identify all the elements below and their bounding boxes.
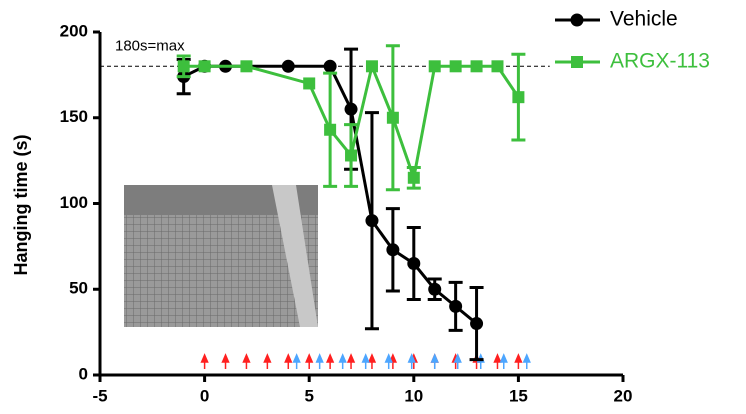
- marker: [324, 123, 337, 136]
- y-tick-label: 150: [60, 107, 88, 126]
- dose-arrow: [493, 353, 502, 369]
- legend-marker: [571, 56, 583, 68]
- dose-arrow: [514, 353, 523, 369]
- x-tick-label: 20: [614, 386, 633, 405]
- x-tick-label: 15: [509, 386, 528, 405]
- marker: [365, 60, 378, 73]
- y-tick-label: 100: [60, 193, 88, 212]
- marker: [491, 60, 504, 73]
- y-tick-label: 50: [69, 279, 88, 298]
- dose-arrow: [305, 353, 314, 369]
- dose-arrow: [361, 353, 370, 369]
- inset-photo: [124, 185, 318, 327]
- legend-label: ARGX-113: [610, 50, 710, 73]
- marker: [281, 59, 295, 73]
- marker: [386, 111, 399, 124]
- dose-arrow: [338, 353, 347, 369]
- y-tick-label: 200: [60, 21, 88, 40]
- dose-arrow: [325, 353, 335, 369]
- marker: [470, 317, 484, 331]
- x-tick-label: 0: [200, 386, 209, 405]
- dose-arrow: [221, 353, 230, 369]
- marker: [407, 171, 420, 184]
- dose-arrow: [315, 353, 324, 369]
- dose-arrow: [453, 353, 462, 369]
- dose-arrow: [430, 353, 439, 369]
- dose-arrow: [263, 353, 272, 369]
- reference-label: 180s=max: [115, 37, 185, 54]
- dose-arrow: [388, 353, 398, 369]
- marker: [428, 60, 441, 73]
- marker: [345, 149, 358, 162]
- y-tick-label: 0: [79, 364, 88, 383]
- x-tick-label: 5: [304, 386, 313, 405]
- dose-arrow: [367, 353, 377, 369]
- dose-arrow: [284, 353, 293, 369]
- legend-marker: [570, 13, 584, 27]
- x-tick-label: -5: [92, 386, 107, 405]
- marker: [240, 60, 253, 73]
- marker: [365, 214, 379, 228]
- dose-arrow: [384, 353, 393, 369]
- marker: [428, 282, 442, 296]
- marker: [386, 243, 400, 257]
- marker: [198, 60, 211, 73]
- dose-arrow: [200, 353, 209, 369]
- dose-arrow: [522, 353, 531, 369]
- x-tick-label: 10: [404, 386, 423, 405]
- series: [176, 44, 526, 192]
- marker: [449, 299, 463, 313]
- marker: [323, 59, 337, 73]
- marker: [449, 60, 462, 73]
- dose-arrow: [242, 353, 251, 369]
- dose-arrow: [407, 353, 416, 369]
- legend-label: Vehicle: [610, 8, 678, 31]
- dose-arrow: [476, 353, 485, 369]
- marker: [407, 257, 421, 271]
- dose-arrow: [499, 353, 508, 369]
- marker: [177, 60, 190, 73]
- y-axis-label: Hanging time (s): [11, 134, 31, 275]
- marker: [344, 102, 358, 116]
- marker: [470, 60, 483, 73]
- dose-arrow: [346, 353, 356, 369]
- dose-arrow: [292, 353, 301, 369]
- marker: [303, 77, 316, 90]
- marker: [512, 91, 525, 104]
